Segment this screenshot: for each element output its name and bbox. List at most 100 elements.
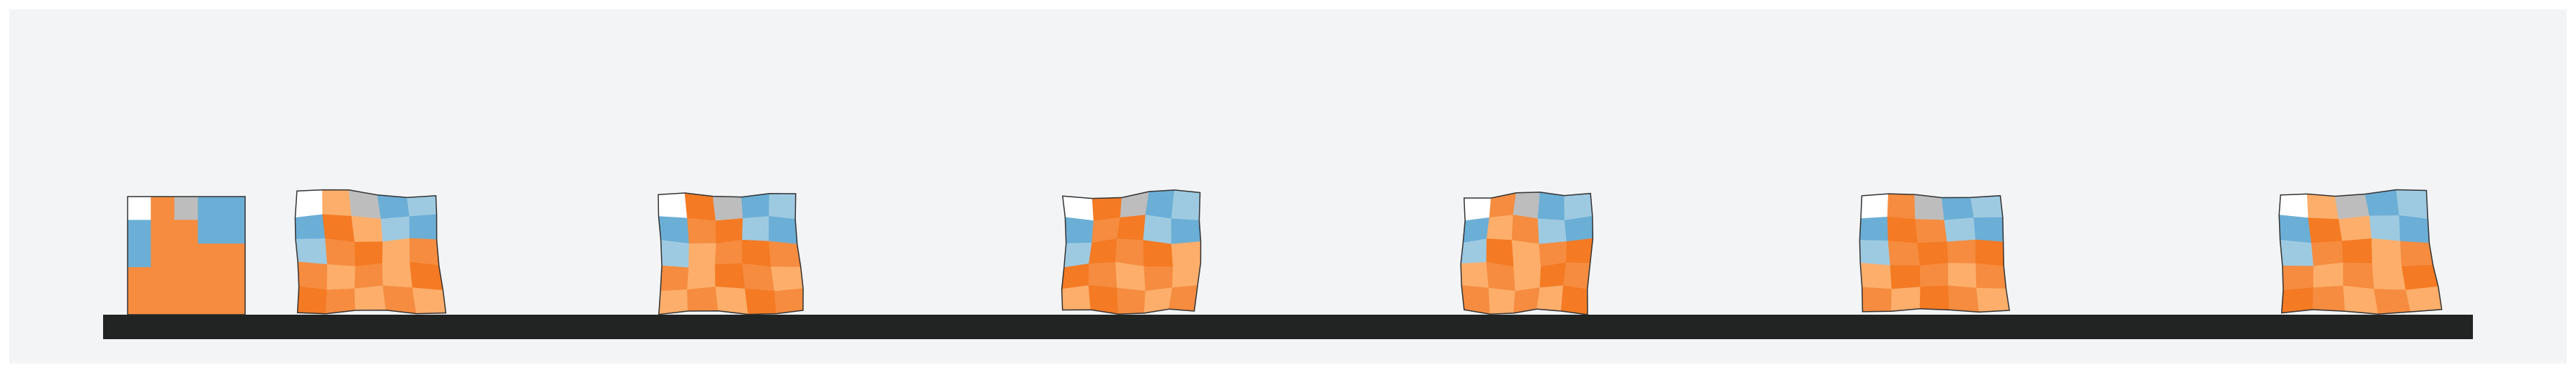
voxel-orange <box>151 196 175 221</box>
voxel-blue <box>1564 215 1593 243</box>
voxel-orange <box>2342 238 2373 264</box>
voxel-white <box>1464 197 1492 222</box>
voxel-orange <box>174 220 199 245</box>
voxel-orange <box>714 239 743 266</box>
voxel-blue <box>1143 215 1172 245</box>
voxel-blue <box>660 240 690 269</box>
voxel-orange <box>1919 263 1949 288</box>
voxel-white <box>1062 195 1094 222</box>
voxel-orange <box>1115 261 1146 292</box>
voxel-orange <box>325 288 356 315</box>
robot-frame-7 <box>2278 189 2443 315</box>
voxel-white <box>294 189 324 218</box>
voxel-blue <box>769 193 797 220</box>
voxel-blue <box>1064 217 1094 244</box>
voxel-orange <box>715 217 744 244</box>
voxel-orange <box>1887 241 1921 266</box>
voxel-blue <box>741 193 770 219</box>
voxel-blue <box>1564 193 1593 221</box>
voxel-orange <box>2373 289 2412 315</box>
voxel-orange <box>2371 238 2402 267</box>
voxel-orange <box>351 215 384 243</box>
voxel-orange <box>2342 262 2375 290</box>
voxel-blue <box>1171 189 1200 221</box>
voxel-orange <box>686 264 717 290</box>
voxel-orange <box>1887 216 1918 244</box>
voxel-blue <box>198 220 222 245</box>
voxel-orange <box>660 265 689 292</box>
voxel-orange <box>658 289 689 315</box>
robot-frame-1 <box>127 196 246 315</box>
voxel-blue <box>409 214 438 241</box>
voxel-orange <box>174 243 199 268</box>
voxel-orange <box>1890 265 1921 290</box>
voxel-orange <box>1890 287 1921 312</box>
robot-outline <box>294 189 447 315</box>
voxel-orange <box>151 243 175 268</box>
voxel-orange <box>714 263 745 289</box>
voxel-orange <box>1486 215 1514 241</box>
voxel-orange <box>221 290 246 315</box>
voxel-orange <box>1460 261 1490 289</box>
voxel-orange <box>1917 241 1949 266</box>
voxel-blue <box>1171 218 1201 245</box>
voxel-orange <box>1919 285 1950 310</box>
voxel-blue <box>1537 192 1565 221</box>
voxel-blue <box>769 216 798 245</box>
voxel-blue <box>295 238 328 265</box>
voxel-blue <box>1859 240 1891 266</box>
voxel-blue <box>742 216 770 242</box>
voxel-orange <box>1486 238 1515 267</box>
voxel-blue <box>127 243 152 268</box>
voxel-orange <box>1115 238 1145 267</box>
soft-robot-frames <box>127 189 2443 315</box>
voxel-orange <box>151 220 175 245</box>
voxel-white <box>127 196 152 221</box>
voxel-gray <box>712 196 744 222</box>
voxel-orange <box>1561 285 1588 315</box>
voxel-blue <box>294 214 326 240</box>
voxel-orange <box>221 243 246 268</box>
voxel-gray <box>1914 194 1945 221</box>
voxel-blue <box>127 220 152 245</box>
voxel-orange <box>2281 287 2314 314</box>
voxel-orange <box>1536 285 1564 312</box>
voxel-orange <box>1092 197 1123 222</box>
robot-frame-5 <box>1460 192 1594 315</box>
voxel-orange <box>2311 241 2344 267</box>
voxel-orange <box>198 243 222 268</box>
voxel-orange <box>684 192 717 222</box>
voxel-orange <box>1975 239 2004 267</box>
voxel-orange <box>322 189 353 217</box>
voxel-blue <box>377 194 410 220</box>
voxel-blue <box>1537 218 1567 245</box>
voxel-orange <box>198 290 222 315</box>
voxel-orange <box>686 217 717 244</box>
voxel-orange <box>412 287 446 315</box>
robot-outline <box>1061 189 1202 315</box>
voxel-orange <box>742 263 775 292</box>
voxel-orange <box>297 261 328 291</box>
voxel-orange <box>2338 215 2373 242</box>
voxel-orange <box>198 266 222 292</box>
voxel-white <box>2278 193 2309 219</box>
voxel-orange <box>382 285 417 315</box>
voxel-orange <box>2399 241 2434 267</box>
voxel-blue <box>221 196 246 221</box>
voxel-orange <box>221 266 246 292</box>
voxel-orange <box>2405 286 2443 313</box>
voxel-orange <box>327 264 356 291</box>
voxel-gray <box>174 196 199 221</box>
voxel-orange <box>324 238 356 267</box>
robot-frame-2 <box>294 189 447 315</box>
voxel-orange <box>1511 240 1541 268</box>
voxel-orange <box>2372 263 2407 291</box>
voxel-orange <box>2308 217 2343 244</box>
voxel-orange <box>1143 266 1174 292</box>
voxel-orange <box>2312 285 2346 312</box>
voxel-orange <box>1116 215 1146 241</box>
voxel-blue <box>221 220 246 245</box>
voxel-orange <box>297 286 328 315</box>
voxel-blue <box>2396 189 2428 220</box>
